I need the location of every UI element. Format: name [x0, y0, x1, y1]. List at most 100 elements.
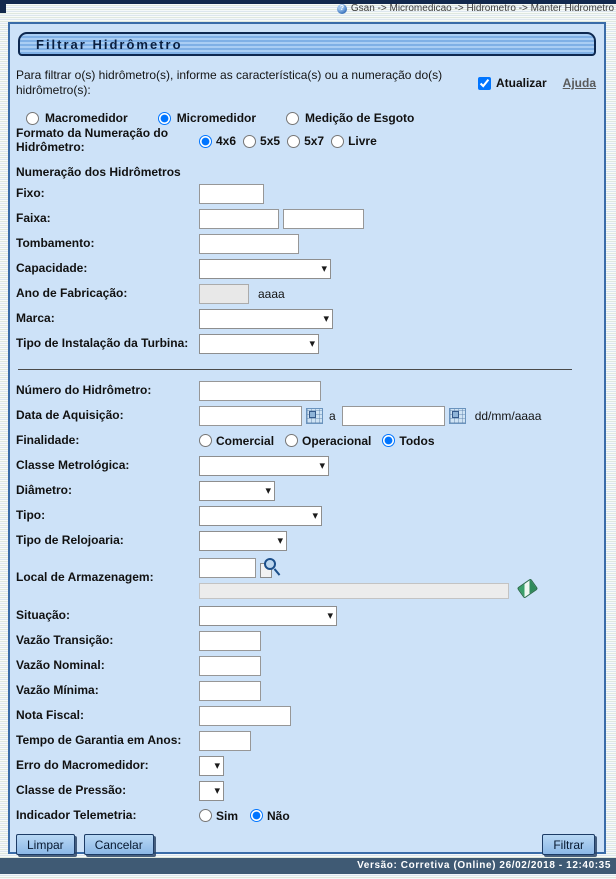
turbina-select[interactable] — [200, 335, 318, 354]
top-left-notch — [0, 0, 6, 13]
situacao-select[interactable] — [200, 607, 336, 626]
vazao-transicao-label: Vazão Transição: — [16, 632, 114, 647]
vazao-minima-input[interactable] — [199, 680, 261, 701]
date-format-hint: dd/mm/aaaa — [474, 408, 542, 423]
radio-4x6[interactable]: 4x6 — [199, 134, 236, 148]
filtrar-button[interactable]: Filtrar — [542, 834, 595, 855]
local-armazenagem-code-input[interactable] — [199, 558, 256, 578]
nota-fiscal-label: Nota Fiscal: — [16, 707, 85, 722]
data-aquisicao-label: Data de Aquisição: — [16, 407, 124, 422]
local-armazenagem-label: Local de Armazenagem: — [16, 570, 154, 585]
numero-hidrometro-label: Número do Hidrômetro: — [16, 382, 152, 397]
tombamento-input[interactable] — [199, 233, 299, 254]
marca-select[interactable] — [200, 310, 332, 329]
data-aquisicao-to-input[interactable] — [341, 405, 445, 426]
capacidade-select[interactable] — [200, 260, 330, 279]
diametro-select[interactable] — [200, 482, 274, 501]
faixa-from-input[interactable] — [199, 208, 279, 229]
finalidade-radio-group: Comercial Operacional Todos — [199, 434, 435, 448]
macromedidor-radio[interactable] — [26, 111, 39, 125]
date-separator: a — [329, 408, 336, 423]
radio-macromedidor[interactable]: Macromedidor — [26, 111, 128, 125]
micromedidor-radio[interactable] — [157, 111, 171, 125]
faixa-to-input[interactable] — [283, 208, 364, 229]
numero-hidrometro-input[interactable] — [199, 380, 321, 401]
telemetria-label: Indicador Telemetria: — [16, 807, 137, 822]
radio-sim[interactable]: Sim — [199, 809, 238, 823]
classe-metrologica-select[interactable] — [200, 457, 328, 476]
tempo-garantia-input[interactable] — [199, 730, 251, 751]
ano-fabricacao-hint: aaaa — [258, 286, 285, 301]
formato-radio-group: 4x6 5x5 5x7 Livre — [199, 134, 377, 148]
radio-todos[interactable]: Todos — [382, 434, 435, 448]
calendar-icon[interactable] — [306, 407, 323, 424]
tipo-relojoaria-label: Tipo de Relojoaria: — [16, 532, 124, 547]
meter-type-radio-group: Macromedidor Micromedidor Medição de Esg… — [16, 111, 598, 125]
cancelar-button[interactable]: Cancelar — [83, 834, 154, 855]
erro-macromedidor-select[interactable] — [200, 757, 223, 776]
radio-operacional[interactable]: Operacional — [285, 434, 371, 448]
data-aquisicao-from-input[interactable] — [199, 405, 302, 426]
top-navy-strip — [0, 0, 616, 4]
atualizar-checkbox-group[interactable]: Atualizar — [477, 76, 547, 90]
tipo-select[interactable] — [200, 507, 321, 526]
atualizar-label: Atualizar — [495, 76, 547, 90]
calendar-icon[interactable] — [448, 407, 466, 424]
search-icon[interactable] — [260, 557, 281, 579]
tempo-garantia-label: Tempo de Garantia em Anos: — [16, 732, 182, 747]
classe-pressao-select[interactable] — [200, 782, 223, 801]
erro-macromedidor-label: Erro do Macromedidor: — [16, 757, 149, 772]
radio-5x5[interactable]: 5x5 — [243, 134, 280, 148]
vazao-nominal-input[interactable] — [199, 655, 261, 676]
ajuda-link[interactable]: Ajuda — [562, 76, 596, 90]
page-title: Filtrar Hidrômetro — [18, 32, 596, 56]
formato-5x5-radio[interactable] — [243, 134, 257, 148]
medicao-esgoto-radio[interactable] — [286, 111, 300, 125]
radio-medicao-esgoto[interactable]: Medição de Esgoto — [286, 111, 414, 125]
faixa-label: Faixa: — [16, 210, 51, 225]
radio-comercial[interactable]: Comercial — [199, 434, 274, 448]
marca-label: Marca: — [16, 310, 55, 325]
situacao-label: Situação: — [16, 607, 71, 622]
radio-micromedidor[interactable]: Micromedidor — [157, 111, 256, 125]
section-divider — [18, 369, 572, 370]
fixo-input[interactable] — [199, 183, 264, 204]
formato-5x7-radio[interactable] — [287, 134, 301, 148]
tipo-relojoaria-select[interactable] — [200, 532, 286, 551]
tombamento-label: Tombamento: — [16, 235, 95, 250]
fixo-label: Fixo: — [16, 185, 45, 200]
formato-livre-radio[interactable] — [331, 134, 345, 148]
vazao-nominal-label: Vazão Nominal: — [16, 657, 105, 672]
gsan-help-ball-icon: ? — [336, 3, 347, 14]
ano-fabricacao-label: Ano de Fabricação: — [16, 285, 128, 300]
capacidade-label: Capacidade: — [16, 260, 88, 275]
formato-label: Formato da Numeração do Hidrômetro: — [16, 126, 169, 154]
breadcrumb: ? Gsan -> Micromedicao -> Hidrometro -> … — [336, 3, 614, 14]
numeracao-section-header: Numeração dos Hidrômetros — [16, 165, 181, 179]
version-status-bar: Versão: Corretiva (Online) 26/02/2018 - … — [0, 858, 616, 874]
radio-livre[interactable]: Livre — [331, 134, 377, 148]
nota-fiscal-input[interactable] — [199, 705, 291, 726]
turbina-label: Tipo de Instalação da Turbina: — [16, 335, 189, 350]
atualizar-checkbox[interactable] — [477, 76, 491, 90]
vazao-transicao-input[interactable] — [199, 630, 261, 651]
intro-text: Para filtrar o(s) hidrômetro(s), informe… — [16, 68, 443, 97]
breadcrumb-text: Gsan -> Micromedicao -> Hidrometro -> Ma… — [350, 3, 614, 14]
classe-pressao-label: Classe de Pressão: — [16, 782, 127, 797]
diametro-label: Diâmetro: — [16, 482, 73, 497]
local-armazenagem-description — [199, 582, 509, 599]
comercial-radio[interactable] — [199, 434, 212, 447]
ano-fabricacao-input — [199, 283, 249, 304]
formato-4x6-radio[interactable] — [199, 134, 212, 148]
radio-5x7[interactable]: 5x7 — [287, 134, 324, 148]
eraser-icon[interactable] — [516, 578, 539, 599]
vazao-minima-label: Vazão Mínima: — [16, 682, 99, 697]
operacional-radio[interactable] — [285, 434, 299, 447]
limpar-button[interactable]: Limpar — [16, 834, 75, 855]
sim-radio[interactable] — [199, 809, 212, 822]
todos-radio[interactable] — [382, 434, 396, 447]
radio-nao[interactable]: Não — [250, 809, 290, 823]
finalidade-label: Finalidade: — [16, 432, 80, 447]
nao-radio[interactable] — [250, 809, 264, 822]
telemetria-radio-group: Sim Não — [199, 809, 290, 823]
